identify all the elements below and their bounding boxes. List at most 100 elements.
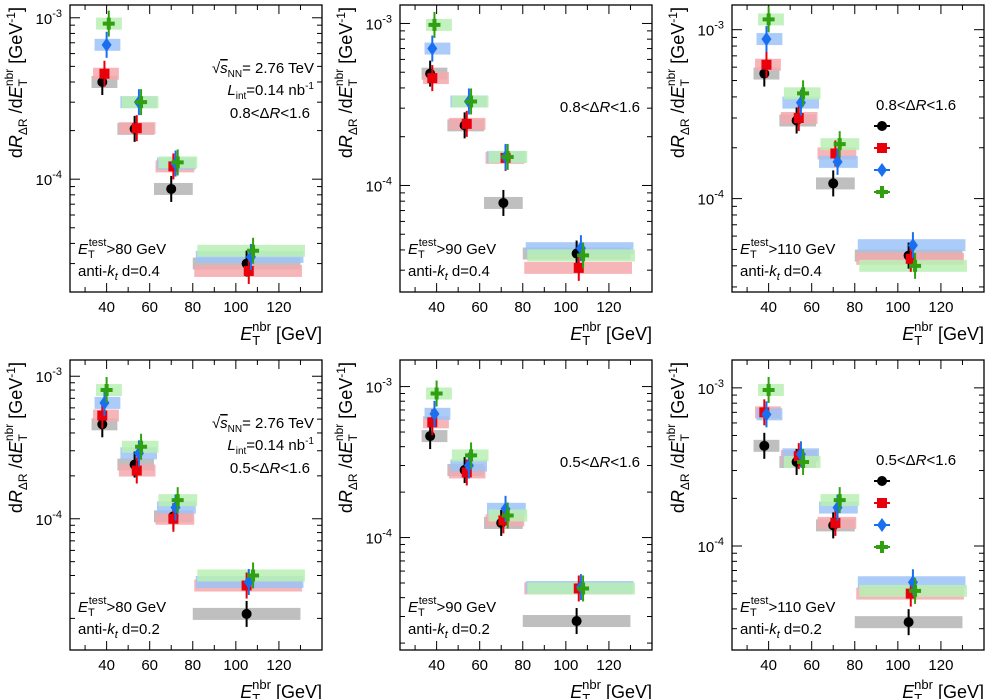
x-axis-label: ETnbr [GeV] xyxy=(240,677,322,699)
series-40-80% xyxy=(102,10,260,264)
data-point xyxy=(465,95,478,108)
x-axis-label: ETnbr [GeV] xyxy=(240,319,322,348)
x-tick-label: 60 xyxy=(471,657,488,674)
data-point xyxy=(907,238,918,253)
x-tick-label: 100 xyxy=(223,299,248,316)
legend-marker xyxy=(877,476,887,486)
data-point xyxy=(241,608,252,619)
y-tick-label: 10-4 xyxy=(36,169,62,189)
plot-frame xyxy=(69,4,323,293)
x-tick-label: 40 xyxy=(428,657,445,674)
data-point xyxy=(797,455,810,468)
data-point xyxy=(909,259,922,272)
y-axis-label-text: dRΔR /dETnbr [GeV-1] xyxy=(332,362,360,513)
y-tick-label: 10-3 xyxy=(366,13,392,33)
y-axis-label-text: dRΔR /dETnbr [GeV-1] xyxy=(664,362,692,513)
x-tick-label: 80 xyxy=(514,299,531,316)
panel-p2: 40 60 80 100 120 10-4 10-3 0.8<ΔR<1.6 ETtest>90 … xyxy=(332,4,653,348)
data-point xyxy=(461,467,472,478)
x-axis-label: ETnbr [GeV] xyxy=(570,319,652,348)
x-tick-label: 80 xyxy=(184,657,201,674)
data-point xyxy=(135,96,148,109)
y-tick-label: 10-3 xyxy=(36,366,62,386)
y-axis-label-text: dRΔR /dETnbr [GeV-1] xyxy=(332,7,360,158)
data-point xyxy=(797,87,810,100)
data-point xyxy=(501,509,514,522)
data-point xyxy=(168,513,179,524)
data-point xyxy=(428,18,441,31)
jet-algo-label: anti-kt d=0.4 xyxy=(408,263,490,283)
y-axis-label-text: dRΔR /dETnbr [GeV-1] xyxy=(664,7,692,158)
data-point xyxy=(101,37,112,52)
legend-entry xyxy=(874,143,890,153)
et-cut-label: ETtest>110 GeV xyxy=(740,237,835,261)
data-point xyxy=(577,249,590,262)
data-point xyxy=(498,197,509,208)
et-cut-label: ETtest>80 GeV xyxy=(78,595,166,619)
data-point xyxy=(905,588,916,599)
data-point xyxy=(429,406,440,421)
data-point xyxy=(577,582,590,595)
data-point xyxy=(461,118,472,129)
plot-frame xyxy=(399,359,653,651)
data-point xyxy=(498,515,509,526)
legend-entry xyxy=(874,163,890,177)
legend-title: 0.8<ΔR<1.6 xyxy=(876,97,956,114)
y-tick-label: 10-4 xyxy=(698,189,724,209)
x-tick-label: 40 xyxy=(428,299,445,316)
legend-marker xyxy=(877,163,887,177)
data-point xyxy=(131,465,142,476)
data-point xyxy=(102,17,115,30)
x-tick-label: 80 xyxy=(184,299,201,316)
data-point xyxy=(97,410,108,421)
data-point xyxy=(427,41,438,56)
plot-frame xyxy=(69,359,323,651)
data-point xyxy=(465,449,478,462)
data-point xyxy=(135,440,148,453)
y-axis-label: dRΔR /dETnbr [GeV-1] xyxy=(332,7,360,158)
et-cut-label: ETtest>80 GeV xyxy=(78,237,166,261)
data-point xyxy=(793,113,804,124)
legend-title: 0.5<ΔR<1.6 xyxy=(876,452,956,469)
y-axis-label-text: dRΔR /dETnbr [GeV-1] xyxy=(2,362,30,513)
y-axis-label-text: dRΔR /dETnbr [GeV-1] xyxy=(2,7,30,158)
legend-entry xyxy=(874,498,890,508)
data-point xyxy=(100,384,113,397)
data-point xyxy=(905,253,916,264)
x-tick-label: 60 xyxy=(471,299,488,316)
x-tick-label: 80 xyxy=(846,657,863,674)
x-tick-label: 120 xyxy=(928,299,953,316)
data-point xyxy=(761,59,772,70)
y-tick-label: 10-4 xyxy=(366,175,392,195)
x-tick-label: 120 xyxy=(928,657,953,674)
et-cut-label: ETtest>90 GeV xyxy=(408,595,496,619)
data-point xyxy=(171,156,184,169)
data-point xyxy=(427,73,438,84)
data-point xyxy=(166,183,177,194)
luminosity-label: Lint=0.14 nb-1 xyxy=(227,81,314,102)
legend-entry xyxy=(874,518,890,532)
data-point xyxy=(762,383,775,396)
legend-marker xyxy=(877,518,887,532)
jet-algo-label: anti-kt d=0.2 xyxy=(740,621,822,641)
y-tick-label: 10-3 xyxy=(698,20,724,40)
jet-algo-label: anti-kt d=0.4 xyxy=(740,263,822,283)
panel-p1: 40 60 80 100 120 10-4 10-3 √sNN= 2.76 TeVLint=0… xyxy=(2,4,323,348)
x-tick-label: 40 xyxy=(98,299,115,316)
x-tick-label: 60 xyxy=(803,657,820,674)
data-point xyxy=(247,244,260,257)
panel-p3: 40 60 80 100 120 10-4 10-3 0.8<ΔR<1.6 ETtest>110… xyxy=(664,4,985,348)
x-tick-label: 100 xyxy=(223,657,248,674)
jet-algo-label: anti-kt d=0.2 xyxy=(408,621,490,641)
y-tick-label: 10-4 xyxy=(36,509,62,529)
jet-algo-label: anti-kt d=0.2 xyxy=(78,621,160,641)
x-tick-label: 100 xyxy=(885,657,910,674)
luminosity-label: Lint=0.14 nb-1 xyxy=(227,436,314,457)
y-axis-label: dRΔR /dETnbr [GeV-1] xyxy=(2,362,30,513)
legend-marker xyxy=(877,143,887,153)
legend-marker xyxy=(876,186,888,198)
panel-p6: 40 60 80 100 120 10-4 10-3 0.5<ΔR<1.6 ETtest>110… xyxy=(664,359,985,699)
y-tick-label: 10-3 xyxy=(36,8,62,28)
series-40-80% xyxy=(428,11,590,269)
